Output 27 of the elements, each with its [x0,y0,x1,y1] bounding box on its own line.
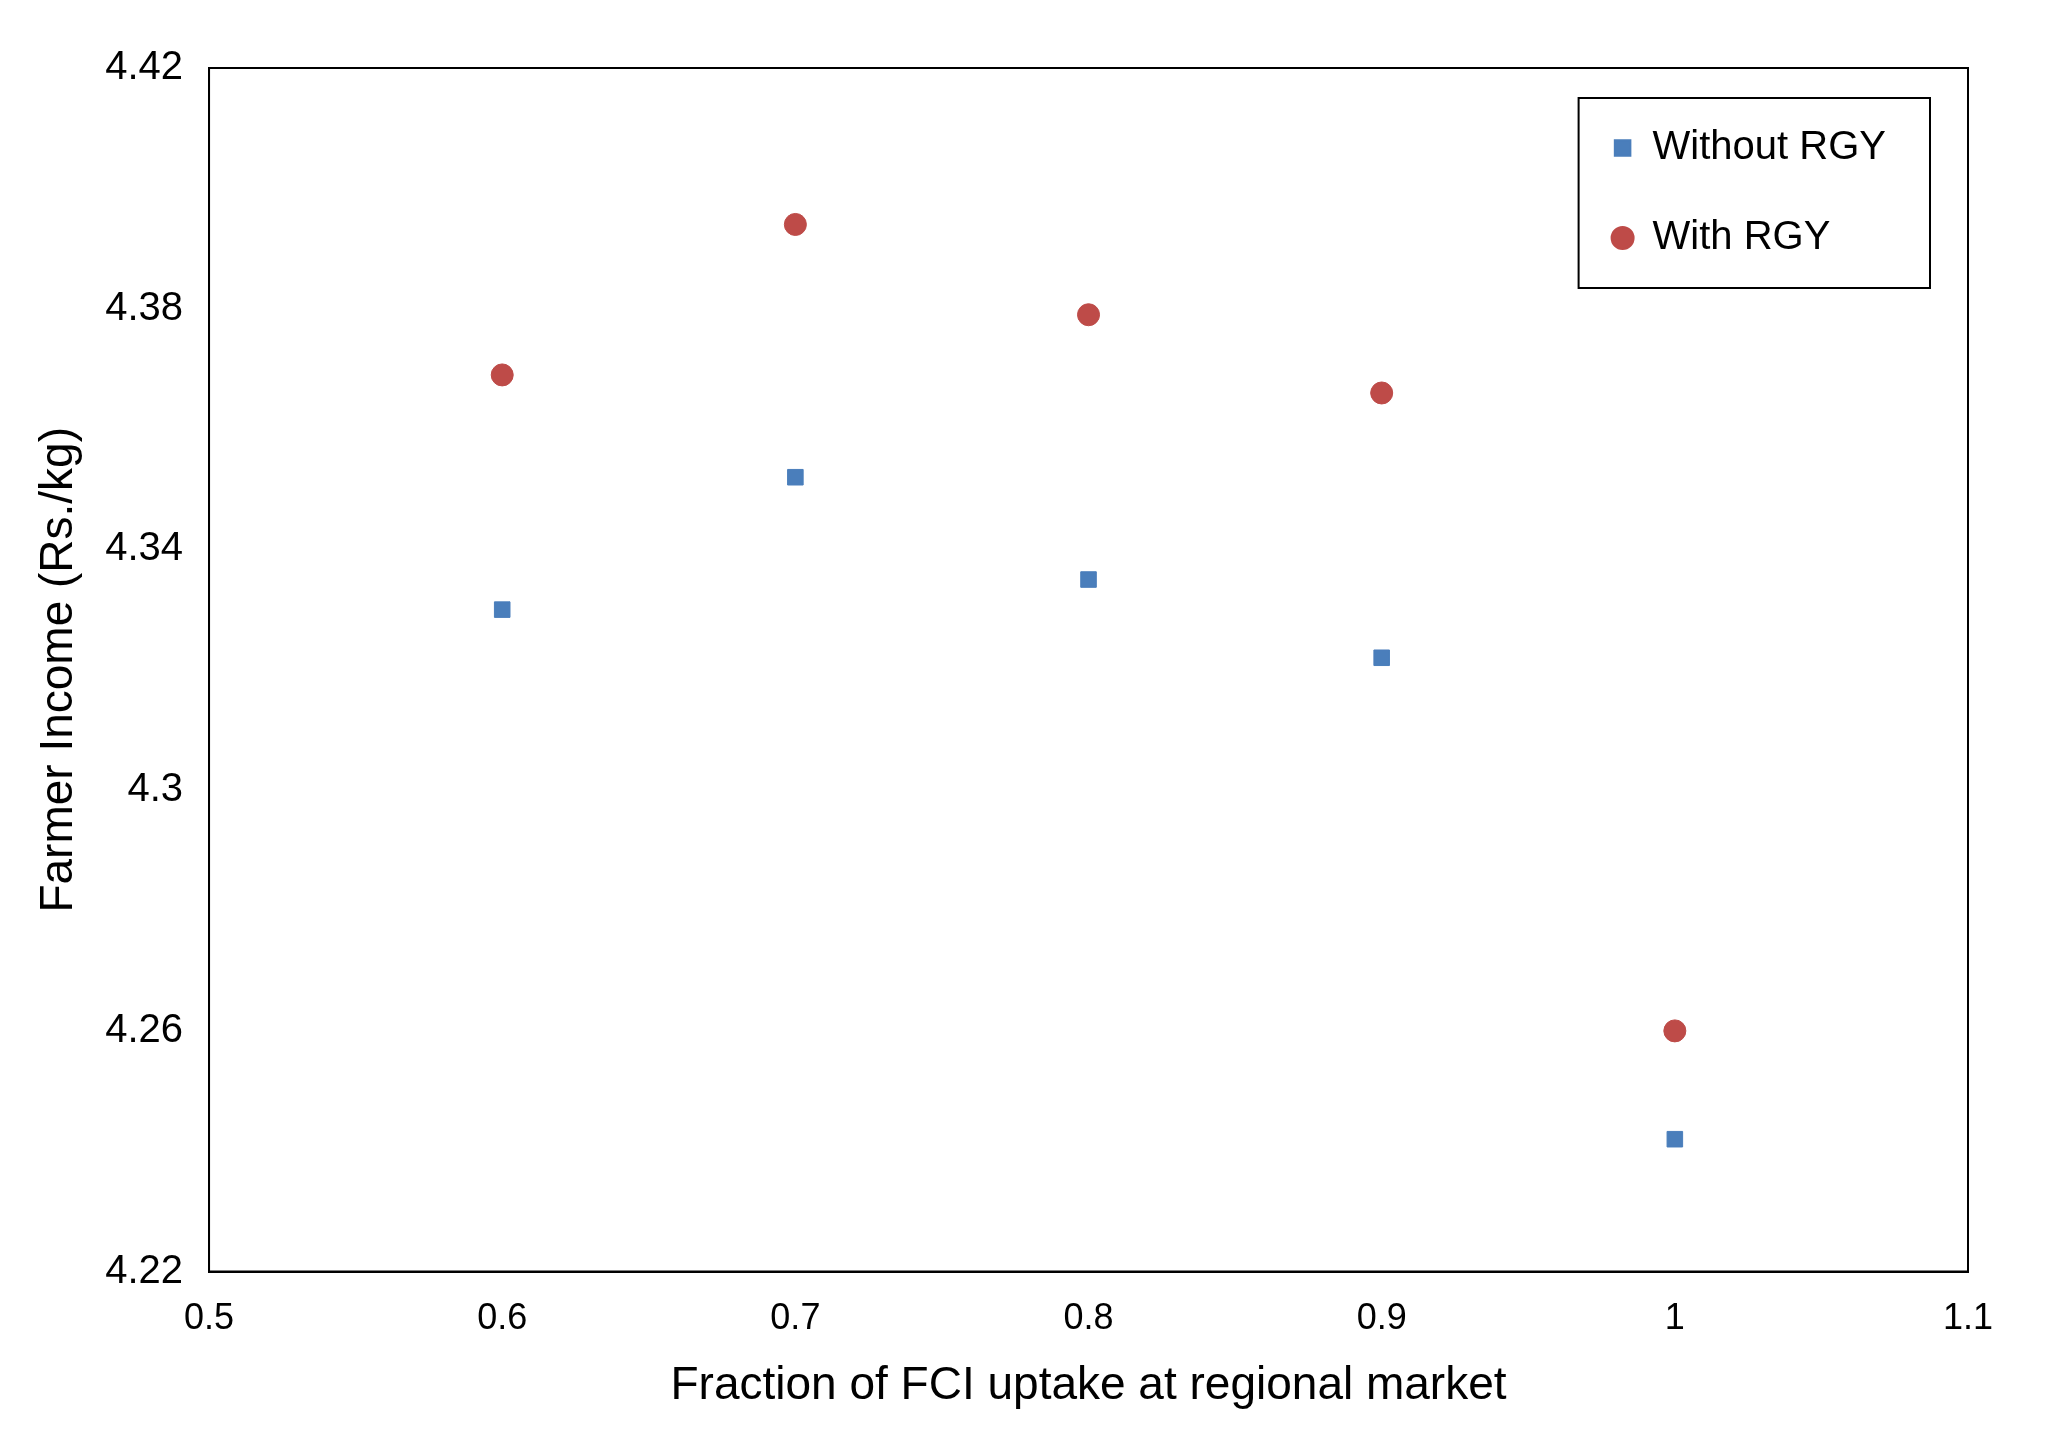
point [1370,381,1394,405]
point [1373,649,1390,667]
y-axis-title: Farmer Income (Rs./kg) [30,426,83,913]
point [493,601,511,618]
y-tick-label: 4.22 [105,1246,184,1291]
point [1666,1130,1684,1148]
y-tick-label: 4.38 [105,283,184,328]
x-tick-label: 0.8 [1063,1296,1114,1338]
x-axis-title: Fraction of FCI uptake at regional market [670,1357,1507,1410]
y-tick-label: 4.26 [105,1005,184,1050]
point [787,468,804,486]
x-tick-label: 1.1 [1942,1296,1994,1338]
point [490,363,514,387]
point [1663,1019,1687,1043]
x-tick-label: 0.7 [770,1296,821,1338]
x-tick-label: 0.9 [1356,1296,1407,1338]
point [1080,571,1097,588]
y-tick-label: 4.3 [127,765,184,810]
x-tick-label: 0.6 [477,1296,528,1338]
y-tick-label: 4.34 [105,524,184,569]
point [783,212,807,236]
y-tick-label: 4.42 [105,43,184,88]
x-tick-label: 1 [1664,1296,1685,1338]
legend-label: Without RGY [1652,123,1887,168]
x-tick-label: 0.5 [184,1296,235,1338]
legend-label: With RGY [1652,213,1831,258]
point [1077,303,1101,327]
